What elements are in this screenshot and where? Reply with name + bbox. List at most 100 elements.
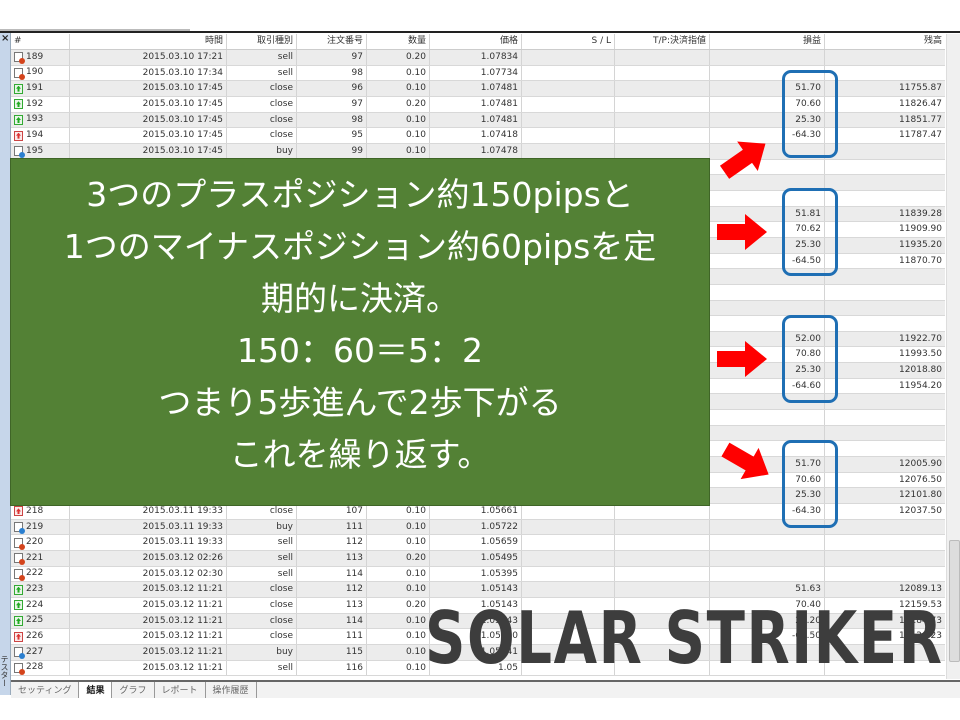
table-row[interactable]: 222 2015.03.12 02:30 sell 114 0.10 1.05395 [11,566,945,583]
cell-pl: 52.00 [710,331,825,347]
column-header[interactable]: 損益 [710,34,825,49]
tab-3[interactable]: レポート [155,682,206,698]
table-row[interactable]: 220 2015.03.11 19:33 sell 112 0.10 1.05659 [11,535,945,551]
cell-qty: 0.20 [367,551,430,566]
cell-type: sell [227,65,297,81]
cell-bal: 11993.50 [899,349,942,360]
tab-4[interactable]: 操作履歴 [206,682,257,698]
cell-bal [825,426,945,441]
cell-time: 2015.03.12 11:21 [70,644,227,660]
cell-price: 1.05395 [430,566,522,582]
table-row[interactable]: 227 2015.03.12 11:21 buy 115 0.10 1.05341 [11,644,945,661]
sell-icon [14,553,25,566]
cell-sl [522,582,615,597]
table-row[interactable]: 226 2015.03.12 11:21 close 111 0.10 1.05330 -6… [11,629,945,645]
cell-bal [825,316,945,331]
close-icon[interactable]: × [1,33,10,44]
cell-bal [825,144,945,159]
cell-pl: 70.62 [710,222,825,237]
buy-icon [14,647,25,660]
cell-price: 1.05659 [430,535,522,550]
column-header[interactable]: 残高 [923,36,942,46]
cell-pl: 51.70 [710,81,825,96]
cell-number: 191 [11,81,70,96]
table-row[interactable]: 223 2015.03.12 11:21 close 112 0.10 1.05143 51… [11,582,945,598]
column-header[interactable]: 注文番号 [297,34,367,49]
table-row[interactable]: 221 2015.03.12 02:26 sell 113 0.20 1.05495 [11,551,945,567]
tab-2[interactable]: グラフ [112,682,155,698]
cell-bal: 12184.73 [899,615,942,626]
cell-tp [615,644,710,660]
cell-time: 2015.03.11 19:33 [70,519,227,535]
tab-0[interactable]: セッティング [11,682,80,698]
column-header[interactable]: 数量 [367,34,430,49]
table-row[interactable]: 190 2015.03.10 17:34 sell 98 0.10 1.07734 [11,65,945,82]
table-row[interactable]: 224 2015.03.12 11:21 close 113 0.20 1.05143 70… [11,597,945,614]
vertical-scrollbar[interactable] [946,34,960,679]
sell-icon [14,568,25,581]
cell-type: buy [227,519,297,535]
table-row[interactable]: 194 2015.03.10 17:45 close 95 0.10 1.07418 -64… [11,128,945,144]
cell-qty: 0.10 [367,566,430,582]
cell-pl [710,159,825,175]
cell-order: 112 [297,535,367,550]
cell-time: 2015.03.10 17:45 [70,112,227,128]
close-loss-icon [14,130,23,141]
scrollbar-thumb[interactable] [949,540,960,662]
tab-1[interactable]: 結果 [79,682,113,698]
cell-pl: -64.30 [710,504,825,519]
cell-order: 96 [297,81,367,96]
cell-type: buy [227,644,297,660]
table-row[interactable]: 219 2015.03.11 19:33 buy 111 0.10 1.05722 [11,519,945,536]
table-row[interactable]: 225 2015.03.12 11:21 close 114 0.10 1.05143 25… [11,613,945,630]
cell-pl: 70.60 [710,96,825,112]
table-row[interactable]: 192 2015.03.10 17:45 close 97 0.20 1.07481 70.… [11,96,945,113]
column-header[interactable]: 取引種別 [227,34,297,49]
cell-tp [615,566,710,582]
column-header[interactable]: # [11,34,70,49]
cell-bal [825,520,945,535]
cell-bal: 11870.70 [899,255,942,266]
cell-pl [710,551,825,566]
cell-type: close [227,128,297,143]
order-index: 219 [26,521,44,532]
cell-price: 1.05661 [430,504,522,519]
column-header[interactable]: 価格 [430,34,522,49]
cell-sl [522,128,615,143]
cell-type: close [227,96,297,112]
order-index: 227 [26,646,44,657]
cell-qty: 0.10 [367,629,430,644]
cell-pl [710,410,825,425]
cell-bal [825,50,945,65]
cell-tp [615,629,710,644]
order-index: 224 [26,599,44,610]
cell-bal: 11851.77 [899,114,942,125]
cell-sl [522,81,615,96]
table-row[interactable]: 191 2015.03.10 17:45 close 96 0.10 1.07481 51.… [11,81,945,97]
table-row[interactable]: 228 2015.03.12 11:21 sell 116 0.10 1.05 [11,660,945,677]
cell-tp [615,660,710,676]
cell-pl: 51.81 [710,206,825,222]
top-strip [0,29,190,32]
cell-qty: 0.10 [367,613,430,629]
table-row[interactable]: 189 2015.03.10 17:21 sell 97 0.20 1.07834 [11,50,945,66]
cell-pl: -64.30 [710,128,825,143]
cell-pl: 70.80 [710,347,825,363]
sell-icon [14,537,25,550]
column-header[interactable]: T/P:決済指値 [615,34,710,49]
cell-order: 114 [297,613,367,629]
cell-price: 1.05495 [430,551,522,566]
cell-type: close [227,582,297,597]
column-header[interactable]: S / L [522,34,615,49]
cell-pl [710,566,825,582]
sell-icon [14,52,25,65]
cell-pl: 25.20 [710,613,825,629]
cell-order: 111 [297,629,367,644]
order-index: 226 [26,631,44,642]
column-header[interactable]: 時間 [70,34,227,49]
cell-bal: 12076.50 [899,474,942,485]
cell-type: close [227,629,297,644]
table-row[interactable]: 218 2015.03.11 19:33 close 107 0.10 1.05661 -6… [11,504,945,520]
cell-bal [825,441,945,456]
table-row[interactable]: 193 2015.03.10 17:45 close 98 0.10 1.07481 25.… [11,112,945,129]
